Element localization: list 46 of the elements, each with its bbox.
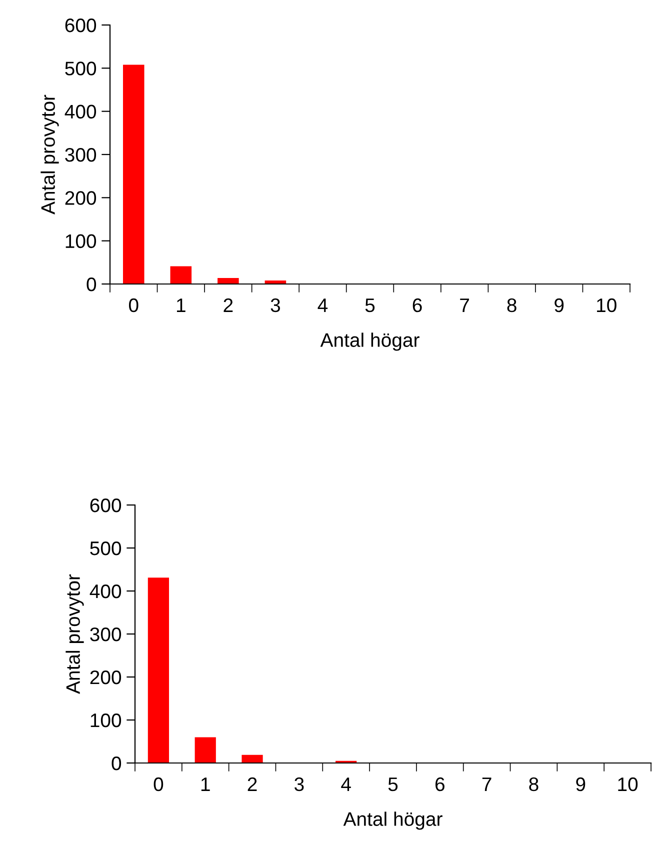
y-tick-label: 300 bbox=[90, 627, 122, 642]
y-tick-label: 200 bbox=[65, 191, 96, 205]
x-axis-title: Antal högar bbox=[343, 812, 442, 830]
bar bbox=[218, 278, 239, 284]
x-tick-label: 6 bbox=[435, 777, 444, 792]
y-tick-label: 500 bbox=[90, 541, 122, 556]
x-tick-label: 0 bbox=[128, 298, 138, 312]
y-axis-title: Antal provytor bbox=[40, 94, 59, 214]
y-tick-label: 400 bbox=[64, 104, 96, 119]
bar bbox=[123, 64, 144, 284]
x-tick-label: 4 bbox=[341, 778, 351, 791]
x-tick-label: 7 bbox=[482, 778, 492, 791]
y-axis-title: Antal provytor bbox=[66, 574, 84, 694]
x-tick-label: 6 bbox=[412, 298, 422, 312]
x-tick-label: 3 bbox=[270, 298, 280, 312]
x-tick-label: 5 bbox=[365, 298, 375, 312]
x-tick-label: 1 bbox=[201, 778, 210, 791]
y-tick-label: 0 bbox=[86, 277, 96, 292]
y-tick-label: 100 bbox=[66, 234, 96, 248]
x-tick-label: 1 bbox=[176, 298, 186, 312]
x-tick-label: 9 bbox=[576, 777, 586, 792]
x-tick-label: 10 bbox=[597, 298, 616, 312]
x-axis-title: Antal högar bbox=[320, 332, 420, 351]
x-tick-label: 4 bbox=[318, 298, 328, 312]
y-tick-label: 600 bbox=[90, 498, 122, 512]
y-tick-label: 100 bbox=[90, 713, 122, 728]
x-tick-label: 2 bbox=[248, 777, 257, 791]
bar bbox=[148, 578, 170, 763]
x-tick-label: 7 bbox=[460, 298, 469, 312]
y-tick-label: 600 bbox=[65, 18, 96, 32]
bar bbox=[242, 754, 263, 763]
x-tick-label: 2 bbox=[224, 298, 233, 312]
bar bbox=[170, 266, 192, 284]
x-tick-label: 9 bbox=[554, 298, 564, 312]
y-tick-label: 0 bbox=[112, 756, 122, 770]
y-tick-label: 400 bbox=[90, 584, 122, 598]
x-tick-label: 0 bbox=[154, 777, 164, 792]
x-tick-label: 8 bbox=[529, 777, 538, 792]
bar bbox=[194, 737, 216, 763]
x-tick-label: 10 bbox=[618, 777, 638, 792]
x-tick-label: 3 bbox=[294, 777, 304, 792]
x-tick-label: 8 bbox=[507, 298, 516, 312]
y-tick-label: 300 bbox=[65, 148, 96, 162]
x-tick-label: 5 bbox=[388, 778, 398, 792]
y-tick-label: 500 bbox=[65, 62, 96, 76]
y-tick-label: 200 bbox=[90, 670, 122, 684]
